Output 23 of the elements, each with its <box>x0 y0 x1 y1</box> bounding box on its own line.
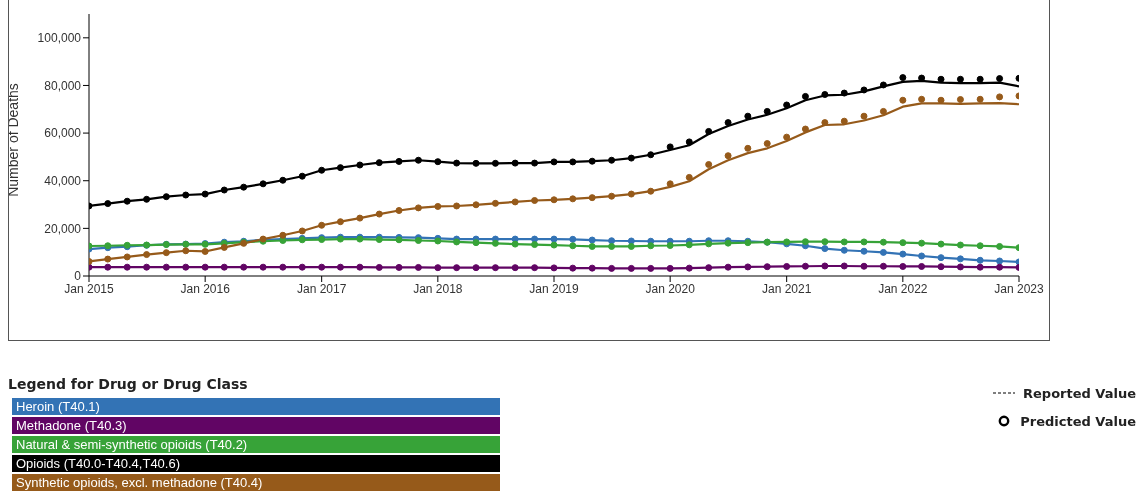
y-tick-label: 0 <box>74 269 82 284</box>
x-tick-label: Jan 2019 <box>529 281 580 296</box>
x-tick-label: Jan 2017 <box>296 281 347 296</box>
x-tick-label: Jan 2016 <box>180 281 231 296</box>
text: Heroin (T40.1) <box>12 398 500 415</box>
text: Natural & semi-synthetic opioids (T40.2) <box>12 436 500 453</box>
y-tick-label: 80,000 <box>44 78 82 93</box>
x-tick-label: Jan 2022 <box>878 281 928 296</box>
y-tick-label: 60,000 <box>44 126 82 141</box>
x-tick-label: Jan 2018 <box>413 281 463 296</box>
x-tick-label: Jan 2020 <box>645 281 696 296</box>
legend-title: Legend for Drug or Drug Class <box>8 376 249 392</box>
x-tick-label: Jan 2023 <box>994 281 1045 296</box>
text: Reported Value <box>1023 385 1136 401</box>
text: Synthetic opioids, excl. methadone (T40.4) <box>12 474 500 491</box>
y-tick-label: 20,000 <box>44 221 82 236</box>
y-tick-label: 100,000 <box>37 31 82 46</box>
text: Methadone (T40.3) <box>12 417 500 434</box>
text: Opioids (T40.0-T40.4,T40.6) <box>12 455 500 472</box>
y-tick-label: 40,000 <box>44 173 82 188</box>
x-tick-label: Jan 2015 <box>64 281 115 296</box>
x-tick-label: Jan 2021 <box>761 281 812 296</box>
text: Predicted Value <box>1020 413 1136 429</box>
